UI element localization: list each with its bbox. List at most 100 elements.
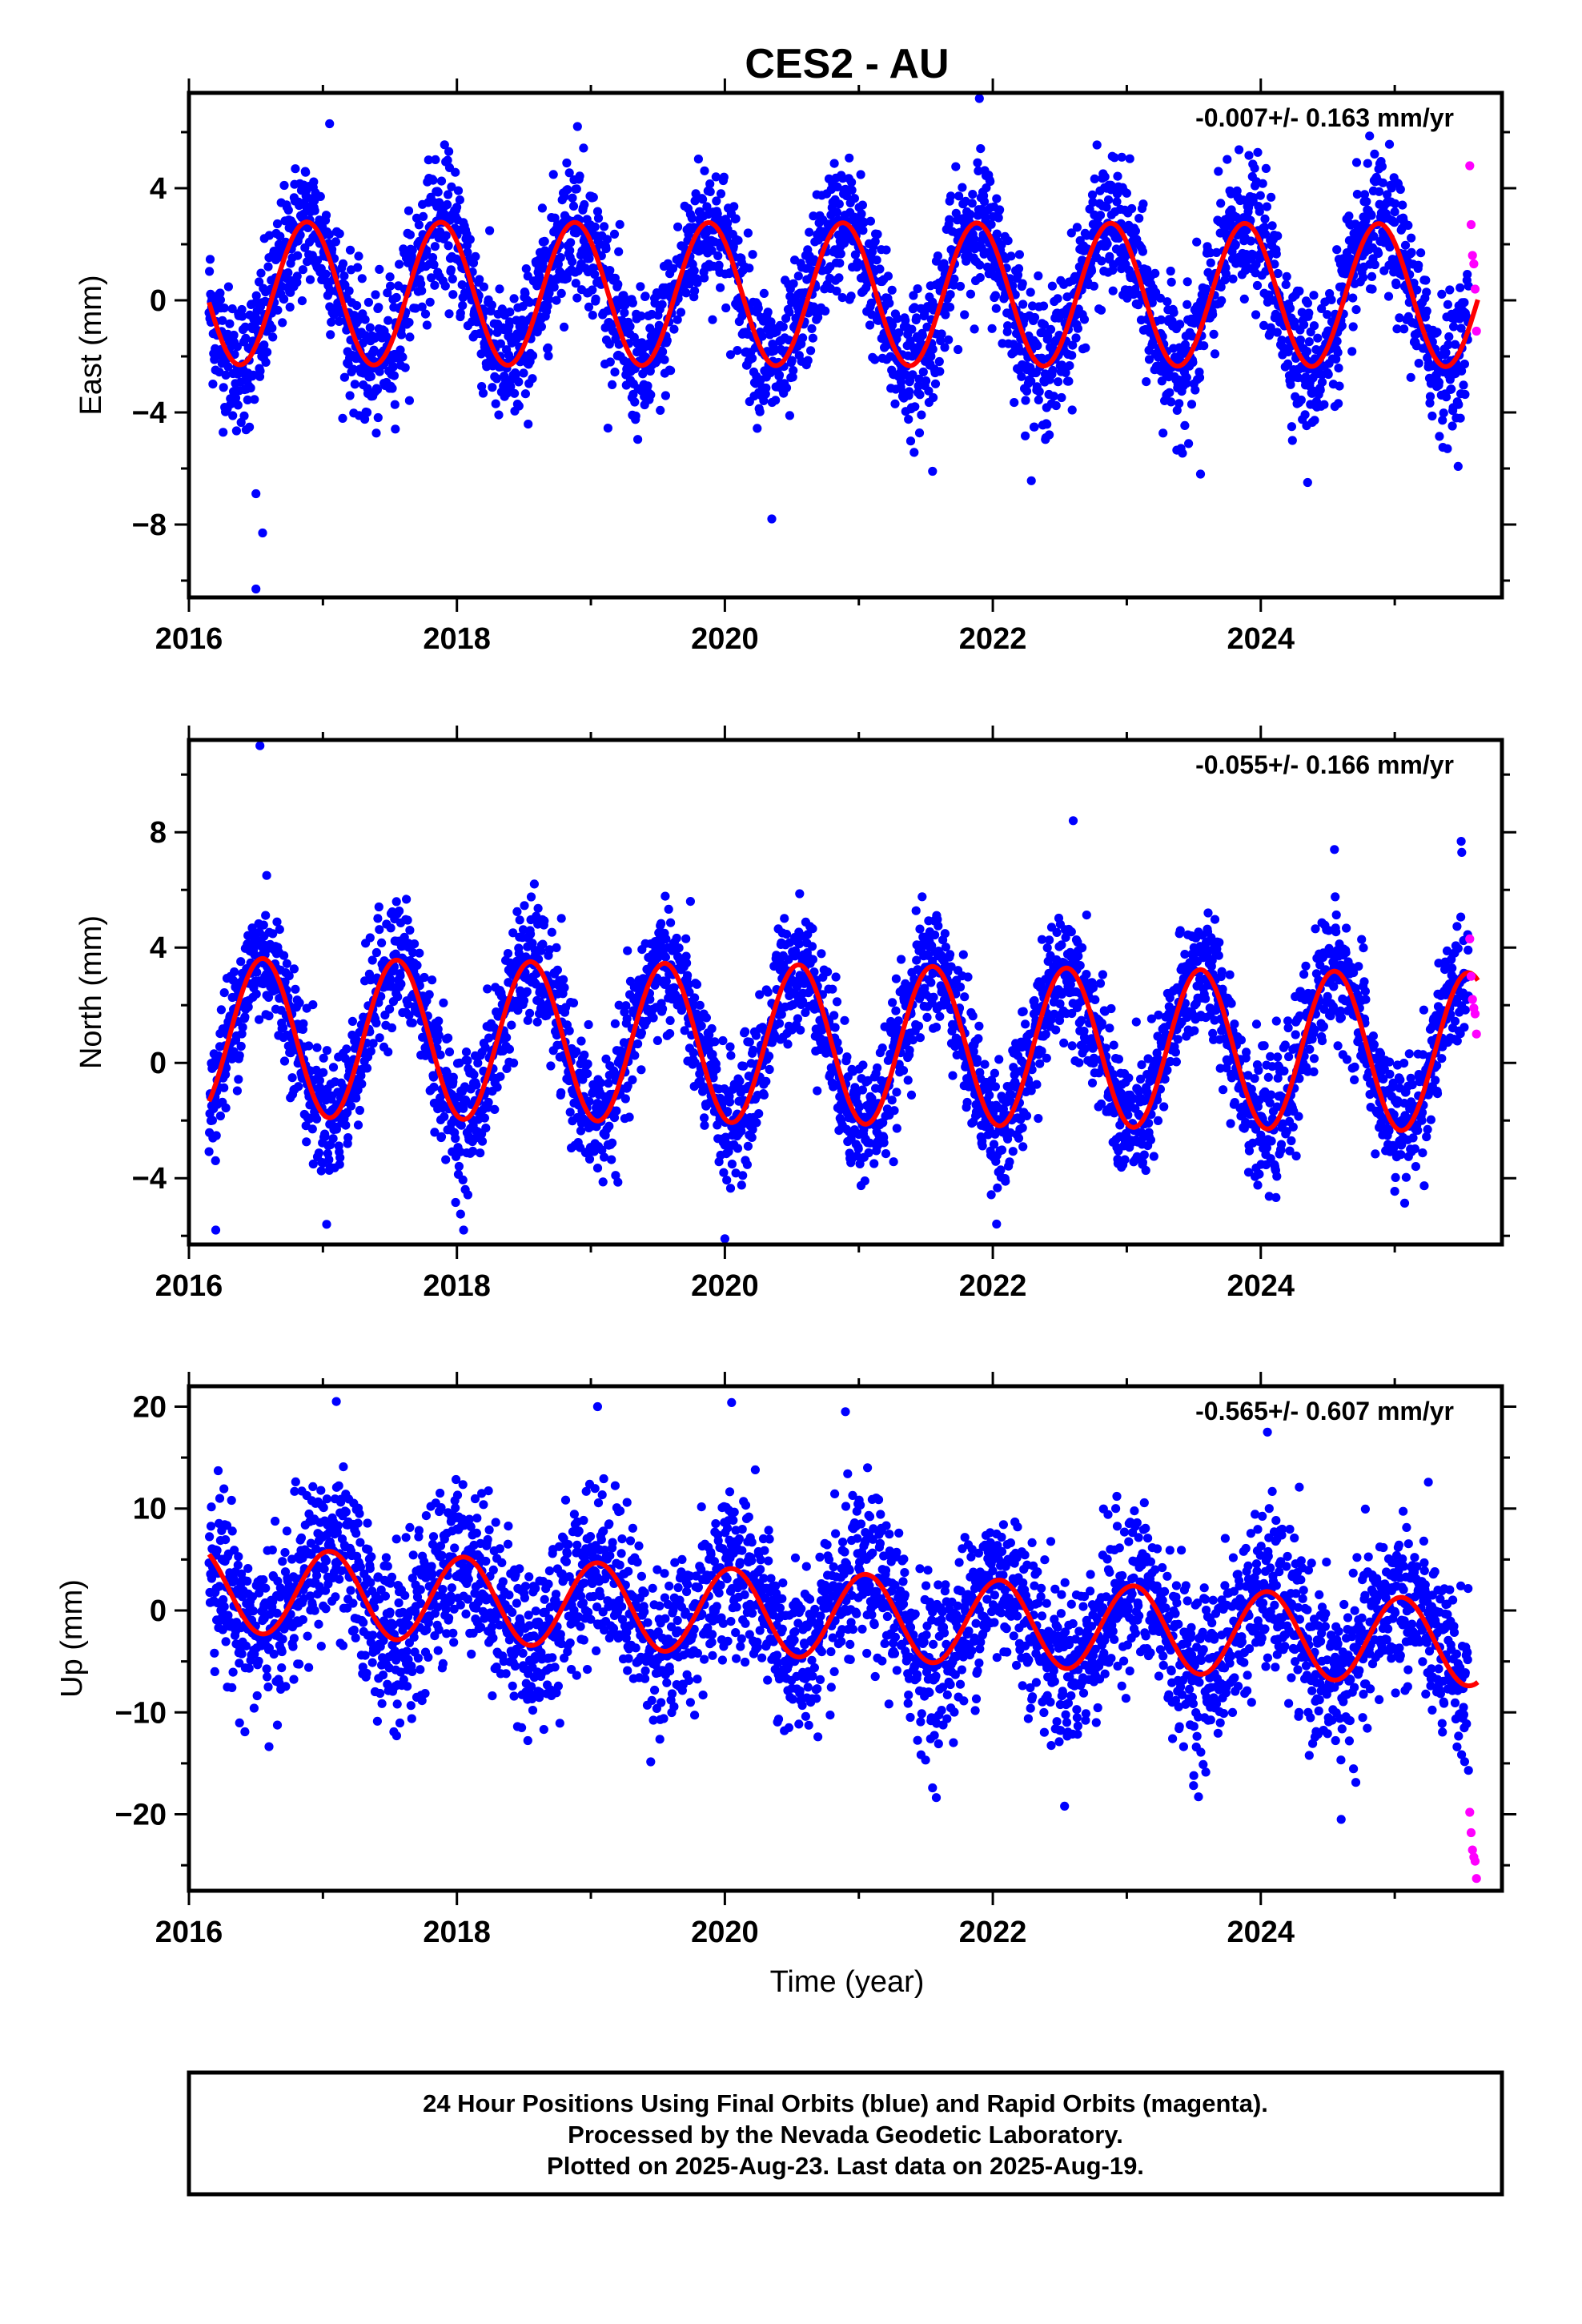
final-point <box>519 368 528 378</box>
final-point <box>275 231 285 241</box>
final-point <box>374 902 383 912</box>
final-point <box>593 213 604 223</box>
final-point <box>477 1136 488 1146</box>
final-point <box>1166 397 1176 407</box>
final-point <box>298 265 307 275</box>
rapid-point <box>1470 284 1480 294</box>
final-point <box>656 919 666 928</box>
final-point <box>537 203 548 213</box>
final-point <box>682 959 692 968</box>
final-point <box>1017 372 1026 381</box>
final-point <box>503 949 513 959</box>
final-point <box>507 1020 516 1030</box>
final-point <box>339 372 349 382</box>
final-outlier-point <box>1303 477 1312 488</box>
final-point <box>404 206 414 215</box>
final-point <box>1460 360 1469 369</box>
final-point <box>255 366 265 376</box>
final-point <box>448 290 458 300</box>
final-point <box>976 144 986 154</box>
final-point <box>341 1120 351 1130</box>
final-point <box>781 383 792 392</box>
final-point <box>685 279 694 289</box>
final-point <box>946 303 955 312</box>
final-point <box>1089 281 1098 291</box>
final-point <box>853 258 862 267</box>
final-point <box>579 143 588 153</box>
final-point <box>823 967 833 977</box>
final-point <box>628 298 638 308</box>
final-point <box>1287 422 1296 432</box>
final-point <box>885 299 894 308</box>
final-point <box>504 317 515 327</box>
final-point <box>377 938 387 947</box>
final-point <box>345 391 355 400</box>
final-point <box>520 288 530 298</box>
final-point <box>681 934 691 943</box>
final-point <box>1202 284 1211 294</box>
final-point <box>1188 357 1198 368</box>
final-point <box>661 935 671 944</box>
final-point <box>362 1063 372 1073</box>
final-point <box>1047 281 1057 291</box>
final-point <box>1102 203 1111 212</box>
final-point <box>737 1180 746 1190</box>
final-point <box>415 981 424 991</box>
final-point <box>1273 268 1283 279</box>
final-point <box>1463 270 1472 279</box>
final-point <box>689 1048 698 1058</box>
final-point <box>701 1013 712 1023</box>
final-point <box>565 246 575 255</box>
final-point <box>1317 304 1327 313</box>
final-point <box>1337 321 1347 331</box>
final-point <box>1067 405 1077 415</box>
final-point <box>559 975 568 984</box>
final-point <box>691 189 701 199</box>
final-point <box>872 255 881 265</box>
final-point <box>992 229 1002 239</box>
final-point <box>1414 359 1423 368</box>
final-point <box>729 202 739 211</box>
final-point <box>273 305 283 315</box>
final-point <box>909 291 918 300</box>
final-point <box>405 230 415 239</box>
final-point <box>1092 140 1102 150</box>
final-point <box>643 381 652 391</box>
final-point <box>894 328 904 338</box>
final-point <box>219 1083 229 1092</box>
final-point <box>870 355 880 364</box>
final-point <box>1182 277 1192 287</box>
final-point <box>533 903 543 913</box>
final-point <box>475 275 484 284</box>
final-point <box>314 1148 323 1158</box>
final-point <box>806 346 816 356</box>
final-point <box>645 324 655 333</box>
final-point <box>279 180 289 191</box>
final-point <box>970 324 979 334</box>
final-point <box>739 1061 749 1071</box>
final-point <box>1142 265 1152 275</box>
final-point <box>1107 181 1117 191</box>
final-point <box>315 191 325 201</box>
final-point <box>548 170 558 179</box>
final-point <box>1457 366 1467 376</box>
final-point <box>526 892 536 902</box>
final-point <box>870 236 880 247</box>
final-point <box>1034 395 1043 404</box>
final-point <box>520 901 529 911</box>
final-point <box>910 402 920 412</box>
final-point <box>1383 190 1392 199</box>
final-point <box>1216 199 1226 208</box>
final-point <box>219 383 228 392</box>
final-point <box>646 390 656 400</box>
final-point <box>564 1026 574 1035</box>
final-point <box>239 411 249 420</box>
final-point <box>295 230 305 239</box>
final-point <box>774 370 785 380</box>
final-point <box>660 355 669 364</box>
final-point <box>215 295 225 304</box>
final-point <box>1026 476 1036 485</box>
final-point <box>568 201 579 211</box>
final-point <box>630 397 640 407</box>
